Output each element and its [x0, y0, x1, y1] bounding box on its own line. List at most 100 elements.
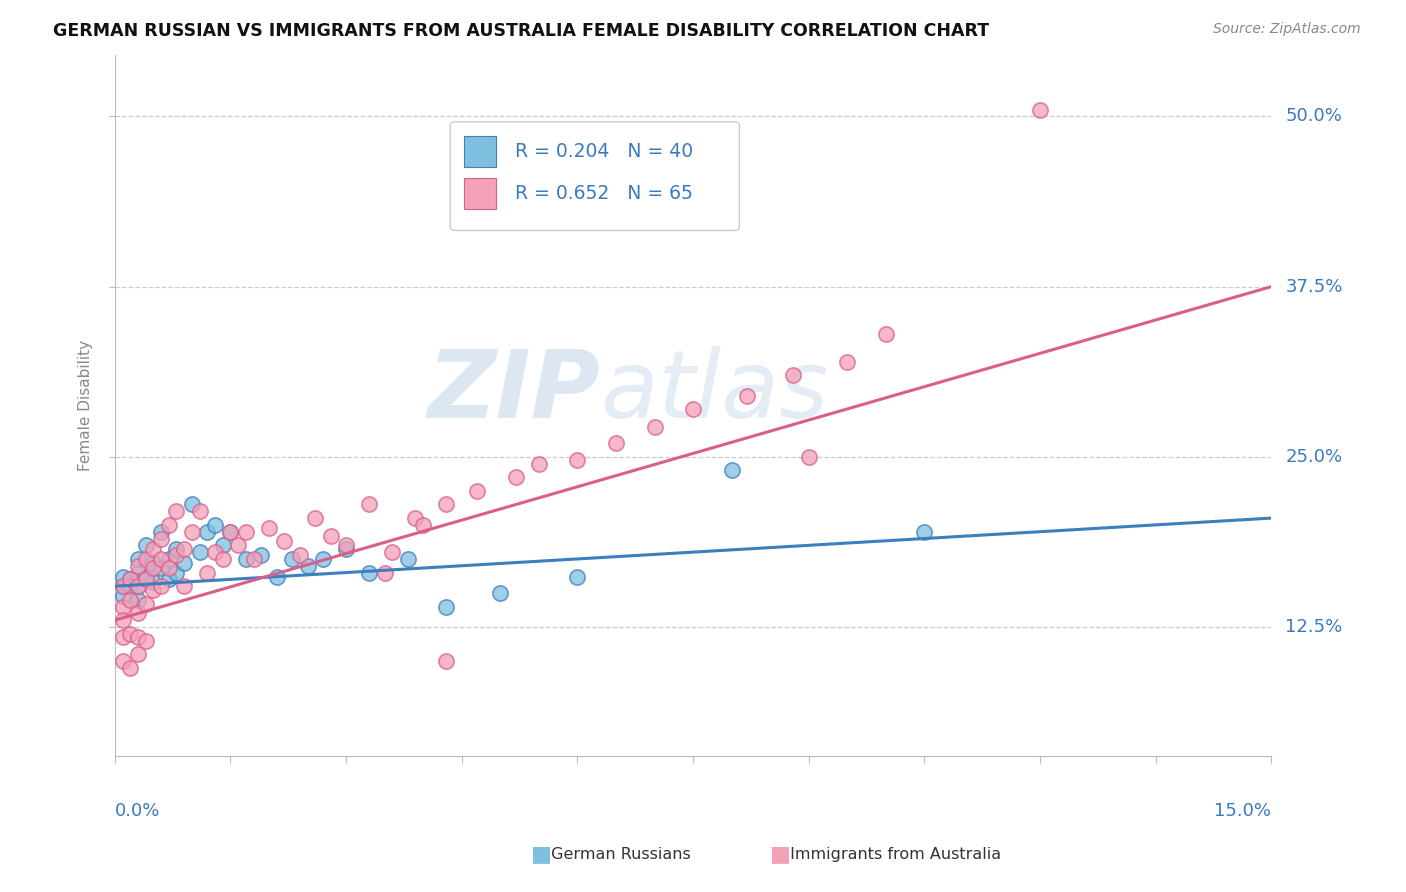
- Text: 25.0%: 25.0%: [1285, 448, 1343, 466]
- Point: [173, 579, 195, 593]
- Point: [374, 566, 396, 580]
- Point: [135, 597, 157, 611]
- Text: ZIP: ZIP: [427, 346, 600, 438]
- Point: [782, 368, 804, 383]
- Text: Immigrants from Australia: Immigrants from Australia: [785, 847, 1001, 862]
- Point: [219, 524, 242, 539]
- Point: [150, 524, 173, 539]
- Point: [111, 569, 134, 583]
- Point: [157, 561, 180, 575]
- Point: [434, 599, 457, 614]
- Point: [127, 630, 149, 644]
- Text: German Russians: German Russians: [546, 847, 690, 862]
- Point: [527, 457, 550, 471]
- Point: [142, 583, 165, 598]
- Point: [166, 504, 188, 518]
- Point: [111, 579, 134, 593]
- Point: [120, 573, 142, 587]
- Point: [505, 470, 527, 484]
- Point: [396, 552, 419, 566]
- Point: [682, 402, 704, 417]
- Point: [195, 566, 218, 580]
- Point: [135, 569, 157, 583]
- Point: [235, 552, 257, 566]
- Point: [226, 538, 249, 552]
- Point: [127, 607, 149, 621]
- Point: [359, 566, 381, 580]
- Point: [120, 627, 142, 641]
- Point: [166, 542, 188, 557]
- Text: 12.5%: 12.5%: [1285, 618, 1343, 636]
- Point: [434, 654, 457, 668]
- Point: [135, 573, 157, 587]
- Point: [312, 552, 335, 566]
- Point: [111, 630, 134, 644]
- Point: [335, 542, 357, 557]
- Point: [567, 452, 589, 467]
- Point: [135, 633, 157, 648]
- Point: [489, 586, 512, 600]
- Point: [173, 542, 195, 557]
- Point: [465, 483, 488, 498]
- Point: [250, 548, 273, 562]
- Point: [127, 579, 149, 593]
- Text: 37.5%: 37.5%: [1285, 277, 1343, 295]
- Point: [166, 548, 188, 562]
- Point: [150, 579, 173, 593]
- Text: ■: ■: [531, 845, 551, 864]
- Point: [127, 647, 149, 661]
- Point: [111, 579, 134, 593]
- Point: [266, 569, 288, 583]
- Y-axis label: Female Disability: Female Disability: [79, 340, 93, 471]
- Point: [359, 498, 381, 512]
- Text: ■: ■: [770, 845, 790, 864]
- Text: 15.0%: 15.0%: [1215, 802, 1271, 820]
- Point: [188, 504, 211, 518]
- Point: [120, 592, 142, 607]
- Point: [188, 545, 211, 559]
- Point: [127, 552, 149, 566]
- Point: [111, 599, 134, 614]
- Point: [319, 529, 342, 543]
- Point: [335, 538, 357, 552]
- Point: [111, 589, 134, 603]
- Point: [257, 521, 280, 535]
- Point: [135, 538, 157, 552]
- Point: [837, 354, 859, 368]
- Point: [644, 420, 666, 434]
- Point: [111, 613, 134, 627]
- Point: [120, 573, 142, 587]
- Point: [567, 569, 589, 583]
- Point: [219, 524, 242, 539]
- Text: 50.0%: 50.0%: [1285, 107, 1343, 126]
- Point: [127, 579, 149, 593]
- Point: [720, 463, 742, 477]
- Point: [288, 548, 311, 562]
- Point: [304, 511, 326, 525]
- Point: [142, 556, 165, 570]
- Point: [242, 552, 264, 566]
- Point: [434, 498, 457, 512]
- Point: [127, 566, 149, 580]
- Text: R = 0.204   N = 40: R = 0.204 N = 40: [515, 143, 693, 161]
- Point: [180, 498, 202, 512]
- FancyBboxPatch shape: [464, 136, 496, 168]
- Point: [211, 552, 233, 566]
- Point: [211, 538, 233, 552]
- Point: [157, 552, 180, 566]
- Point: [173, 556, 195, 570]
- Point: [142, 542, 165, 557]
- Point: [204, 545, 226, 559]
- Point: [912, 524, 935, 539]
- FancyBboxPatch shape: [464, 178, 496, 210]
- Point: [150, 532, 173, 546]
- Point: [157, 517, 180, 532]
- Point: [120, 661, 142, 675]
- FancyBboxPatch shape: [450, 121, 740, 230]
- Text: GERMAN RUSSIAN VS IMMIGRANTS FROM AUSTRALIA FEMALE DISABILITY CORRELATION CHART: GERMAN RUSSIAN VS IMMIGRANTS FROM AUSTRA…: [53, 22, 990, 40]
- Point: [735, 388, 758, 402]
- Point: [405, 511, 427, 525]
- Text: 0.0%: 0.0%: [115, 802, 160, 820]
- Point: [142, 561, 165, 575]
- Point: [127, 558, 149, 573]
